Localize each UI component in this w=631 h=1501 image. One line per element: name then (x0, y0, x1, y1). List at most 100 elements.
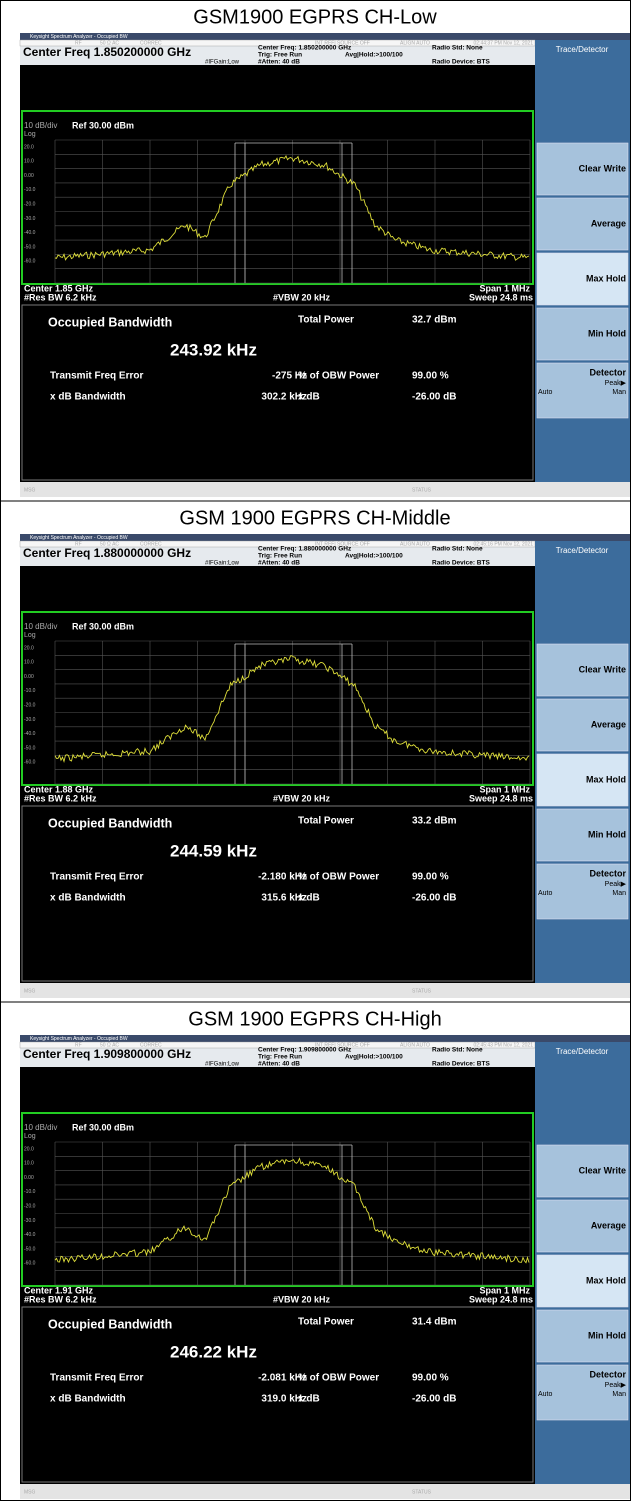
measure-value: -26.00 dB (412, 893, 456, 904)
y-label: -60.0 (24, 1261, 36, 1267)
obw-value: 243.92 kHz (170, 340, 257, 359)
menu-title: Trace/Detector (556, 546, 609, 555)
measure-label: Occupied Bandwidth (48, 1317, 172, 1331)
log: Log (24, 1133, 36, 1140)
info: Avg|Hold:>100/100 (345, 553, 403, 560)
vbw: #VBW 20 kHz (273, 793, 331, 803)
y-label: 10.0 (24, 660, 34, 666)
softkey-label: Clear Write (579, 1165, 626, 1175)
y-label: 20.0 (24, 645, 34, 651)
y-label: -50.0 (24, 244, 36, 250)
status: STATUS (412, 988, 432, 994)
info: Center Freq: 1.880000000 GHz (258, 546, 352, 553)
vbw: #VBW 20 kHz (273, 292, 331, 302)
measure-label: x dB (298, 1394, 320, 1405)
softkey-label: Clear Write (579, 163, 626, 173)
option: Man (612, 1391, 626, 1398)
scale: 10 dB/div (24, 1123, 57, 1132)
footer (20, 1484, 630, 1499)
status: STATUS (412, 487, 432, 493)
log: Log (24, 131, 36, 138)
body: GSM1900 EGPRS CH-LowKeysight Spectrum An… (0, 0, 631, 1501)
app-title: Keysight Spectrum Analyzer - Occupied BW (30, 34, 128, 40)
footer (20, 983, 630, 998)
y-label: 10.0 (24, 159, 34, 165)
softkey-label: Max Hold (586, 1275, 626, 1285)
info: Radio Std: None (432, 45, 483, 52)
measure-label: Total Power (298, 816, 354, 827)
center-freq: Center Freq 1.880000000 GHz (23, 546, 191, 560)
y-label: -40.0 (24, 230, 36, 236)
info: #IFGain:Low (205, 1062, 240, 1068)
measure-label: Occupied Bandwidth (48, 315, 172, 329)
measure-label: x dB Bandwidth (50, 392, 126, 403)
y-label: 10.0 (24, 1161, 34, 1167)
measure-label: % of OBW Power (298, 872, 379, 883)
option: Man (612, 890, 626, 897)
ref-level: Ref 30.00 dBm (72, 621, 134, 631)
measure-label: x dB (298, 392, 320, 403)
panel-title: GSM 1900 EGPRS CH-Middle (179, 507, 450, 529)
softkey-label: Clear Write (579, 664, 626, 674)
log: Log (24, 632, 36, 639)
y-label: -50.0 (24, 745, 36, 751)
measure-label: Occupied Bandwidth (48, 816, 172, 830)
y-label: -30.0 (24, 1218, 36, 1224)
sweep: Sweep 24.8 ms (469, 793, 533, 803)
sweep: Sweep 24.8 ms (469, 292, 533, 302)
info: Center Freq: 1.909800000 GHz (258, 1047, 352, 1054)
y-label: 20.0 (24, 1146, 34, 1152)
y-label: -10.0 (24, 688, 36, 694)
y-label: -20.0 (24, 1204, 36, 1210)
y-label: -50.0 (24, 1246, 36, 1252)
y-label: -40.0 (24, 1232, 36, 1238)
y-label: -20.0 (24, 703, 36, 709)
center-freq: Center Freq 1.909800000 GHz (23, 1047, 191, 1061)
panel: GSM 1900 EGPRS CH-Middle Keysight Spectru… (20, 507, 630, 998)
panel: GSM 1900 EGPRS CH-HighKeysight Spectrum … (20, 1008, 630, 1499)
info: Avg|Hold:>100/100 (345, 52, 403, 59)
info: #IFGain:Low (205, 561, 240, 567)
info: #IFGain:Low (205, 60, 240, 66)
app-title: Keysight Spectrum Analyzer - Occupied BW (30, 1036, 128, 1042)
softkey-label: Average (591, 719, 626, 729)
scale: 10 dB/div (24, 121, 57, 130)
msg: MSG (24, 487, 36, 493)
status: STATUS (412, 1489, 432, 1495)
measure-value: 32.7 dBm (412, 315, 457, 326)
res-bw: #Res BW 6.2 kHz (24, 292, 97, 302)
option: Auto (538, 389, 553, 396)
measure-label: x dB (298, 893, 320, 904)
y-label: 0.00 (24, 1175, 34, 1181)
info: Radio Device: BTS (432, 560, 490, 567)
app-title: Keysight Spectrum Analyzer - Occupied BW (30, 535, 128, 541)
softkey-label: Min Hold (588, 829, 626, 839)
softkey-label: Detector (589, 868, 626, 878)
info: Avg|Hold:>100/100 (345, 1054, 403, 1061)
y-label: -30.0 (24, 216, 36, 222)
info: #Atten: 40 dB (258, 59, 300, 66)
softkey-label: Average (591, 1220, 626, 1230)
measure-label: Transmit Freq Error (50, 371, 143, 382)
y-label: -60.0 (24, 760, 36, 766)
menu-title: Trace/Detector (556, 45, 609, 54)
softkey-label: Max Hold (586, 774, 626, 784)
y-label: -30.0 (24, 717, 36, 723)
y-label: 0.00 (24, 173, 34, 179)
ref-level: Ref 30.00 dBm (72, 1122, 134, 1132)
detector-value: Peak▶ (605, 881, 627, 888)
measure-label: x dB Bandwidth (50, 1394, 126, 1405)
obw-value: 246.22 kHz (170, 1342, 257, 1361)
info: Trig: Free Run (258, 52, 302, 59)
info: #Atten: 40 dB (258, 1061, 300, 1068)
res-bw: #Res BW 6.2 kHz (24, 1294, 97, 1304)
measure-value: -26.00 dB (412, 1394, 456, 1405)
measure-value: 99.00 % (412, 371, 449, 382)
status-item: ALIGN AUTO (400, 1042, 430, 1048)
ref-level: Ref 30.00 dBm (72, 120, 134, 130)
status-item: ALIGN AUTO (400, 40, 430, 46)
info: Trig: Free Run (258, 553, 302, 560)
menu-title: Trace/Detector (556, 1047, 609, 1056)
info: Radio Device: BTS (432, 1061, 490, 1068)
